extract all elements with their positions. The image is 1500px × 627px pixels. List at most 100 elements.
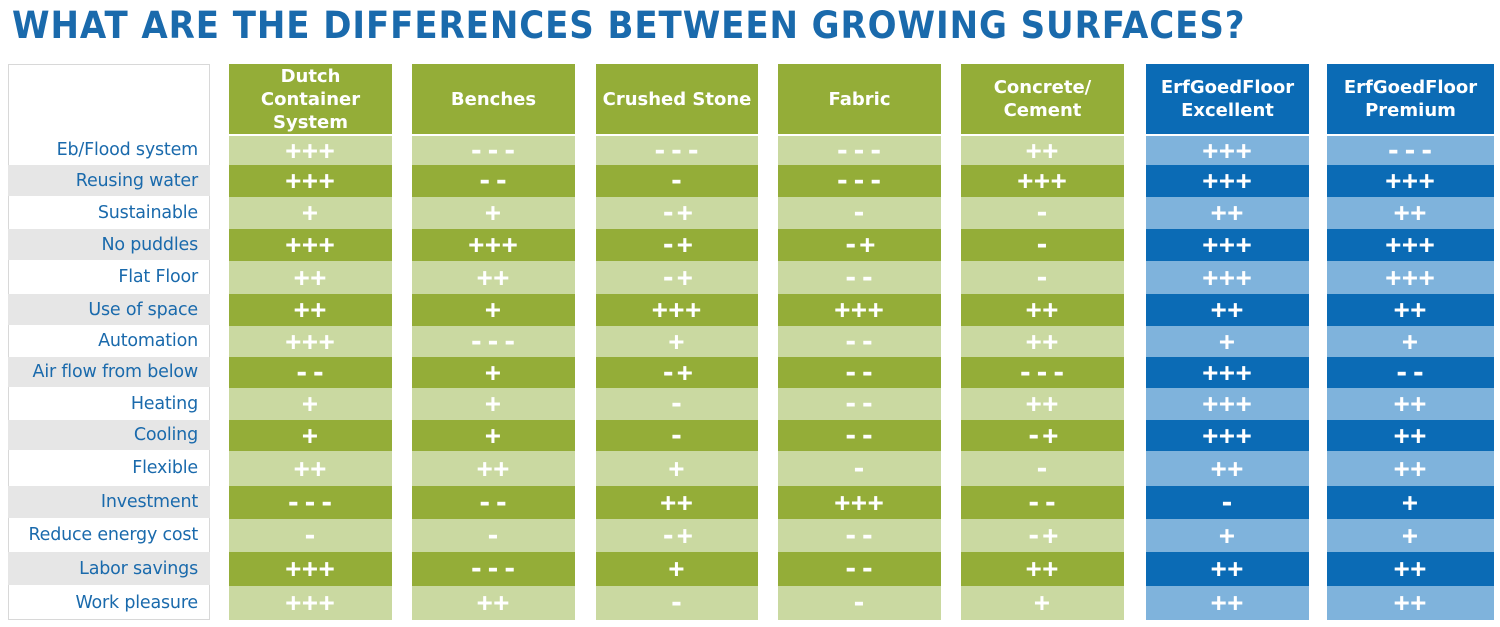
rating-cell: +++ xyxy=(229,586,392,620)
rating-cell: +++ xyxy=(229,229,392,261)
rating-cell: ++ xyxy=(1327,294,1494,326)
rating-cell: +++ xyxy=(412,229,575,261)
rating-cell: +++ xyxy=(1327,261,1494,294)
rating-cell: + xyxy=(1327,486,1494,519)
row-label: Automation xyxy=(98,331,198,351)
rating-cell: ++ xyxy=(1146,197,1309,229)
rating-cell: -- xyxy=(778,388,941,420)
rating-cell: + xyxy=(961,586,1124,620)
row-label: Work pleasure xyxy=(75,592,198,613)
rating-cell: --- xyxy=(1327,136,1494,166)
rating-cell: +++ xyxy=(229,326,392,357)
rating-cell: +++ xyxy=(1146,165,1309,197)
row-label: Labor savings xyxy=(8,552,210,585)
rating-cell: -- xyxy=(229,357,392,388)
rating-cell: +++ xyxy=(961,165,1124,197)
rating-cell: -- xyxy=(412,486,575,519)
rating-cell: -- xyxy=(778,357,941,388)
surface-column: Fabric --- --- - -+ -- +++ -- -- -- -- - +++ -- -- - xyxy=(778,64,941,620)
rating-cell: + xyxy=(1146,326,1309,357)
rating-cell: --- xyxy=(596,136,758,166)
column-header: ErfGoedFloor Premium xyxy=(1327,64,1494,134)
rating-cell: --- xyxy=(412,552,575,586)
rating-cell: -+ xyxy=(596,197,758,229)
surface-column: ErfGoedFloor Premium --- +++ ++ +++ +++ ++ + -- +… xyxy=(1327,64,1494,620)
rating-cell: ++ xyxy=(596,486,758,519)
rating-cell: ++ xyxy=(961,326,1124,357)
rating-cell: + xyxy=(412,420,575,451)
rating-cell: - xyxy=(412,519,575,552)
column-header: Fabric xyxy=(778,64,941,134)
rating-cell: - xyxy=(961,229,1124,261)
row-label: No puddles xyxy=(8,229,210,260)
row-label: Heating xyxy=(130,393,198,414)
row-label: Reduce energy cost xyxy=(28,525,198,545)
rating-cell: -- xyxy=(778,326,941,357)
row-label: Investment xyxy=(8,486,210,518)
rating-cell: -+ xyxy=(961,420,1124,451)
rating-cell: --- xyxy=(778,165,941,197)
rating-cell: --- xyxy=(778,136,941,166)
column-header: ErfGoedFloor Excellent xyxy=(1146,64,1309,134)
rating-cell: +++ xyxy=(778,294,941,326)
rating-cell: + xyxy=(1146,519,1309,552)
row-label: Flat Floor xyxy=(118,267,198,287)
surface-column: ErfGoedFloor Excellent +++ +++ ++ +++ +++ ++ + +… xyxy=(1146,64,1309,620)
rating-cell: +++ xyxy=(778,486,941,519)
rating-cell: -- xyxy=(778,420,941,451)
rating-cell: + xyxy=(412,294,575,326)
rating-cell: +++ xyxy=(229,165,392,197)
rating-cell: +++ xyxy=(1327,229,1494,261)
rating-cell: + xyxy=(596,326,758,357)
rating-cell: +++ xyxy=(1146,229,1309,261)
rating-cell: ++ xyxy=(1327,420,1494,451)
rating-cell: - xyxy=(596,388,758,420)
rating-cell: + xyxy=(229,388,392,420)
rating-cell: +++ xyxy=(596,294,758,326)
rating-cell: - xyxy=(778,586,941,620)
rating-cell: +++ xyxy=(1146,136,1309,166)
rating-cell: ++ xyxy=(412,586,575,620)
rating-cell: - xyxy=(961,451,1124,486)
rating-cell: -- xyxy=(778,261,941,294)
rating-cell: + xyxy=(412,197,575,229)
rating-cell: ++ xyxy=(412,261,575,294)
rating-cell: ++ xyxy=(1327,388,1494,420)
rating-cell: -- xyxy=(1327,357,1494,388)
rating-cell: +++ xyxy=(229,136,392,166)
rating-cell: + xyxy=(412,357,575,388)
rating-cell: + xyxy=(596,451,758,486)
rating-cell: --- xyxy=(412,326,575,357)
rating-cell: - xyxy=(1146,486,1309,519)
row-label: Sustainable xyxy=(97,202,198,223)
rating-cell: ++ xyxy=(1327,586,1494,620)
surface-column: Benches --- -- + +++ ++ + --- + + + ++ -- - --- ++ xyxy=(412,64,575,620)
rating-cell: -- xyxy=(412,165,575,197)
rating-cell: +++ xyxy=(1146,420,1309,451)
row-label: Reusing water xyxy=(8,165,210,196)
rating-cell: + xyxy=(412,388,575,420)
rating-cell: - xyxy=(778,451,941,486)
column-header: Benches xyxy=(412,64,575,134)
column-header: Concrete/ Cement xyxy=(961,64,1124,134)
rating-cell: ++ xyxy=(961,552,1124,586)
rating-cell: -- xyxy=(778,552,941,586)
rating-cell: ++ xyxy=(412,451,575,486)
rating-cell: - xyxy=(596,586,758,620)
surface-column: Concrete/ Cement ++ +++ - - - ++ ++ --- ++ -+ - -- -+… xyxy=(961,64,1124,620)
rating-cell: ++ xyxy=(961,136,1124,166)
rating-cell: - xyxy=(596,165,758,197)
rating-cell: +++ xyxy=(1146,357,1309,388)
rating-cell: -- xyxy=(778,519,941,552)
rating-cell: --- xyxy=(412,136,575,166)
rating-cell: --- xyxy=(229,486,392,519)
rating-cell: -+ xyxy=(596,229,758,261)
rating-cell: ++ xyxy=(1146,294,1309,326)
rating-cell: ++ xyxy=(961,294,1124,326)
rating-cell: +++ xyxy=(1146,261,1309,294)
row-label: Air flow from below xyxy=(8,357,210,387)
rating-cell: - xyxy=(778,197,941,229)
rating-cell: -+ xyxy=(596,261,758,294)
rating-cell: ++ xyxy=(1146,451,1309,486)
rating-cell: ++ xyxy=(961,388,1124,420)
